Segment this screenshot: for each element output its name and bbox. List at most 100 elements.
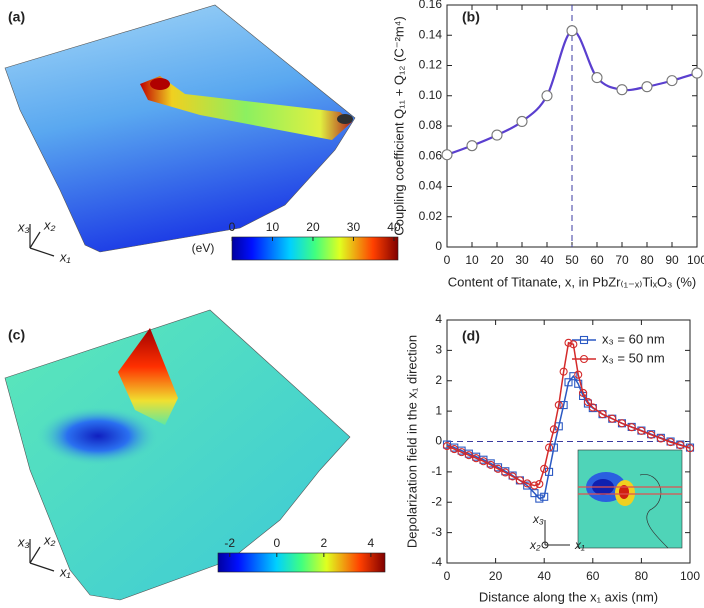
axis-label: x₂ — [43, 217, 56, 232]
x-tick-label: 30 — [515, 253, 529, 267]
colorbar — [217, 552, 386, 573]
colorbar-label: (eV) — [192, 241, 215, 255]
inset-axis-label: x₃ — [532, 512, 544, 526]
marker — [676, 441, 685, 450]
marker — [637, 426, 646, 435]
axis-arrow — [29, 546, 41, 564]
axis-label: x₂ — [43, 532, 56, 547]
colorbar-tick-label: 40 — [387, 220, 401, 234]
x-tick-label: 60 — [590, 253, 604, 267]
x-tick-label: 40 — [538, 569, 552, 583]
marker — [457, 448, 466, 457]
marker — [540, 464, 549, 473]
marker — [617, 419, 627, 428]
marker — [656, 434, 665, 443]
inset — [541, 449, 683, 549]
marker — [583, 397, 592, 407]
panel-label: (d) — [462, 328, 480, 344]
marker — [691, 67, 703, 79]
marker — [523, 479, 532, 488]
marker — [540, 492, 549, 501]
panel-label: (b) — [462, 9, 480, 25]
marker — [549, 425, 558, 434]
axis-arrow — [29, 231, 41, 249]
axis-label: x₁ — [59, 249, 71, 264]
legend-label: x₃ = 50 nm — [602, 350, 665, 365]
y-tick-label: 2 — [435, 373, 442, 387]
y-tick-label: 4 — [435, 312, 442, 326]
colorbar-tick-label: 10 — [266, 220, 280, 234]
axis-arrow — [29, 562, 55, 572]
x-tick-label: 80 — [635, 569, 649, 583]
x-axis-label: Content of Titanate, x, in PbZr₍₁₋ₓ₎TiₓO… — [448, 274, 696, 289]
marker — [685, 444, 695, 453]
marker — [491, 129, 503, 141]
y-tick-label: 3 — [435, 343, 442, 357]
y-tick-label: 1 — [435, 403, 442, 417]
colorbar-tick-label: 2 — [321, 536, 328, 550]
marker — [442, 442, 452, 451]
marker — [616, 84, 628, 96]
y-axis-label: Depolarization field in the x₁ direction — [404, 335, 419, 548]
x-tick-label: 60 — [586, 569, 600, 583]
marker — [486, 460, 495, 469]
marker — [535, 479, 544, 489]
y-tick-label: -3 — [431, 525, 442, 539]
marker — [588, 403, 597, 412]
marker — [541, 90, 553, 102]
marker — [479, 457, 488, 466]
marker — [545, 443, 554, 452]
marker — [569, 340, 578, 349]
x-tick-label: 0 — [444, 569, 451, 583]
axis-arrow — [29, 247, 55, 257]
x-tick-label: 70 — [615, 253, 629, 267]
y-tick-label: 0.10 — [419, 88, 443, 102]
marker — [574, 370, 583, 379]
x-tick-label: 20 — [489, 569, 503, 583]
inset-axis-label: x₂ — [529, 538, 541, 552]
marker — [569, 372, 578, 381]
marker — [549, 443, 558, 452]
marker — [641, 81, 653, 93]
x-tick-label: 80 — [640, 253, 654, 267]
legend-label: x₃ = 60 nm — [602, 331, 665, 346]
marker — [574, 379, 583, 388]
legend-marker — [579, 354, 589, 364]
panel-label: (a) — [8, 9, 25, 25]
marker — [464, 451, 473, 460]
x-tick-label: 100 — [687, 253, 704, 267]
colorbar-tick-label: 0 — [273, 536, 280, 550]
marker — [627, 423, 636, 432]
legend-marker — [579, 335, 589, 345]
axis-label: x₃ — [17, 534, 30, 549]
marker — [579, 388, 588, 397]
colorbar-tick-label: 4 — [368, 536, 375, 550]
colorbar — [231, 236, 399, 261]
y-tick-label: 0.14 — [419, 27, 443, 41]
marker — [591, 72, 603, 84]
marker — [516, 115, 528, 128]
y-axis-label: Coupling coefficient Q₁₁ + Q₁₂ (C⁻²m⁴) — [391, 16, 406, 235]
marker — [441, 149, 453, 161]
marker — [530, 489, 539, 498]
colorbar-tick-label: -2 — [224, 536, 235, 550]
marker — [564, 338, 573, 347]
x-tick-label: 20 — [490, 253, 504, 267]
y-tick-label: 0.12 — [419, 58, 443, 72]
colorbar-tick-label: 20 — [306, 220, 320, 234]
surface-a — [4, 4, 356, 253]
y-tick-label: 0 — [435, 434, 442, 448]
colorbar-tick-label: 30 — [347, 220, 361, 234]
marker — [530, 481, 539, 490]
surface-c — [4, 309, 351, 601]
colorbar-tick-label: 0 — [229, 220, 236, 234]
marker — [647, 430, 656, 439]
marker — [466, 140, 478, 152]
y-tick-label: 0.06 — [419, 148, 443, 162]
marker — [508, 472, 517, 481]
marker — [559, 400, 568, 410]
y-tick-label: 0.08 — [419, 118, 443, 132]
marker — [450, 445, 459, 454]
marker — [501, 468, 510, 477]
